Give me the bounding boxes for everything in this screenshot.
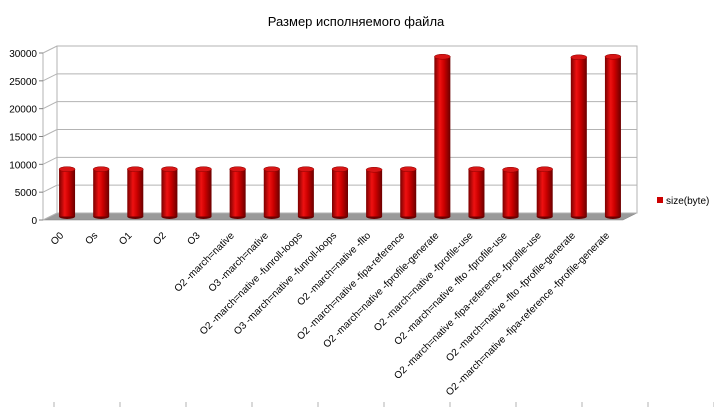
bar-top	[399, 166, 417, 172]
bar-top	[604, 53, 622, 60]
bar-top	[92, 166, 110, 172]
bar-top	[263, 166, 281, 172]
bar-top	[468, 166, 485, 172]
bar-top	[58, 166, 76, 172]
bar-body	[468, 169, 485, 217]
bar	[570, 54, 588, 219]
bar	[229, 166, 246, 219]
bar	[297, 166, 315, 219]
bar	[331, 166, 349, 219]
gridline	[42, 45, 637, 54]
bar-top	[434, 53, 451, 60]
y-tick-label: 30000	[9, 49, 37, 60]
bar-top	[127, 166, 144, 172]
bar-body	[366, 169, 383, 217]
y-tick-label: 20000	[9, 105, 37, 116]
bar	[468, 166, 485, 219]
y-axis-ticks: 0 5000 10000 15000 20000 25000 30000	[9, 49, 43, 227]
bar-body	[297, 169, 314, 217]
bars	[58, 53, 622, 219]
bar-body	[434, 56, 451, 217]
bar	[365, 166, 383, 219]
x-tick-label: O2 -march=native	[173, 230, 237, 294]
bar-top	[365, 166, 383, 173]
bar	[536, 166, 553, 219]
bar-body	[536, 169, 553, 217]
x-tick-label: O2 -march=native -flto -fprofile-generat…	[444, 230, 578, 364]
bar	[127, 166, 144, 219]
x-tick-label: O2 -march=native -fipa-reference -fprofi…	[444, 230, 612, 398]
x-tick-label: O3	[185, 230, 203, 248]
x-tick-label: O2	[151, 230, 169, 248]
bar	[263, 166, 281, 219]
bar-top	[161, 166, 178, 172]
bar-body	[195, 169, 212, 217]
bar-top	[570, 54, 588, 61]
bar	[434, 53, 451, 219]
bar-body	[229, 169, 246, 217]
bar-top	[195, 166, 212, 172]
x-tick-label: O1	[117, 230, 135, 248]
y-tick-label: 0	[31, 216, 37, 227]
bar	[502, 166, 519, 219]
bar-body	[570, 57, 587, 217]
legend: size(byte)	[657, 196, 709, 207]
bar	[161, 166, 178, 219]
chart-title: Размер исполняемого файла	[268, 14, 445, 29]
bar-body	[332, 169, 348, 217]
bar-body	[161, 169, 178, 217]
legend-swatch	[657, 197, 663, 203]
bar	[195, 166, 212, 219]
y-tick-label: 10000	[9, 160, 37, 171]
y-tick-label: 15000	[9, 133, 37, 144]
x-tick-label: Os	[83, 230, 100, 247]
bar-top	[502, 166, 519, 173]
bar-body	[59, 169, 76, 217]
bar-body	[400, 169, 417, 217]
bar-top	[229, 166, 246, 172]
bar-top	[331, 166, 349, 172]
bar-top	[536, 166, 553, 172]
bar	[399, 166, 417, 219]
bar-body	[604, 56, 621, 217]
bar	[604, 53, 622, 219]
bottom-marks	[53, 402, 714, 407]
bar-body	[127, 169, 144, 217]
y-tick-label: 25000	[9, 77, 37, 88]
y-tick-label: 5000	[15, 188, 38, 199]
legend-label: size(byte)	[666, 196, 709, 207]
bar-body	[502, 169, 519, 217]
x-tick-label: O3 -march=native	[207, 230, 271, 294]
bar	[92, 166, 110, 219]
bar	[58, 166, 76, 219]
bar-top	[297, 166, 315, 172]
bar-body	[263, 169, 280, 217]
x-tick-label: O0	[49, 230, 67, 248]
bar-body	[93, 169, 110, 217]
